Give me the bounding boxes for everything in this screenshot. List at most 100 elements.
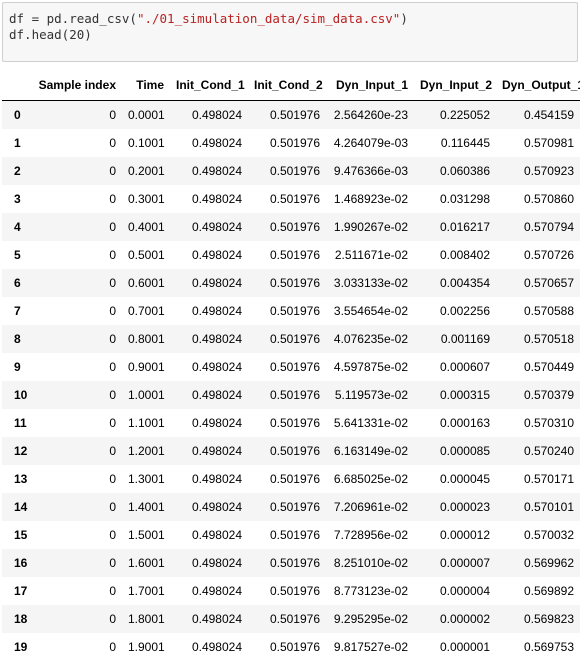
table-cell: 0.000315	[439, 388, 490, 402]
row-index: 18	[14, 612, 28, 626]
table-cell: 0.501976	[269, 276, 320, 290]
table-cell: 0.498024	[191, 248, 242, 262]
row-index: 16	[14, 556, 28, 570]
table-cell: 0.501976	[269, 444, 320, 458]
table-cell: 0.0001	[128, 108, 165, 122]
row-index: 7	[14, 304, 21, 318]
table-cell: 1.9001	[128, 640, 165, 654]
table-cell: 1.990267e-02	[333, 220, 408, 234]
table-cell: 9.817527e-02	[333, 640, 408, 654]
table-row: 12 0 1.2001 0.498024 0.501976 6.163149e-02 0.0…	[2, 437, 580, 465]
table-row: 5 0 0.5001 0.498024 0.501976 2.511671e-02 0.00…	[2, 241, 580, 269]
table-cell: 0	[109, 192, 116, 206]
table-cell: 4.076235e-02	[333, 332, 408, 346]
table-row: 11 0 1.1001 0.498024 0.501976 5.641331e-02 0.0…	[2, 409, 580, 437]
column-header: Init_Cond_2	[248, 70, 326, 101]
table-cell: 0.000001	[439, 640, 490, 654]
table-cell: 0.498024	[191, 192, 242, 206]
table-cell: 7.728956e-02	[333, 528, 408, 542]
table-cell: 0.570518	[523, 332, 574, 346]
table-row: 15 0 1.5001 0.498024 0.501976 7.728956e-02 0.0…	[2, 521, 580, 549]
table-cell: 0.498024	[191, 528, 242, 542]
table-cell: 0.000163	[439, 416, 490, 430]
row-index: 19	[14, 640, 28, 654]
table-cell: 0.000023	[439, 500, 490, 514]
table-cell: 0.2001	[128, 164, 165, 178]
index-column-header	[2, 70, 32, 101]
code-line-2: df.head(20)	[9, 27, 571, 43]
table-cell: 1.6001	[128, 556, 165, 570]
table-row: 18 0 1.8001 0.498024 0.501976 9.295295e-02 0.0…	[2, 605, 580, 633]
column-header: Time	[122, 70, 170, 101]
table-cell: 0.498024	[191, 612, 242, 626]
column-header: Sample index	[32, 70, 122, 101]
table-cell: 1.7001	[128, 584, 165, 598]
code-cell-input[interactable]: df = pd.read_csv("./01_simulation_data/s…	[2, 2, 578, 62]
table-cell: 0.569892	[523, 584, 574, 598]
table-cell: 0.570032	[523, 528, 574, 542]
table-cell: 2.564260e-23	[333, 108, 408, 122]
header-row: Sample index Time Init_Cond_1 Init_Cond_2 Dy…	[2, 70, 580, 101]
row-index: 8	[14, 332, 21, 346]
table-cell: 0.000012	[439, 528, 490, 542]
table-cell: 0.000045	[439, 472, 490, 486]
table-cell: 0.000002	[439, 612, 490, 626]
row-index: 0	[14, 108, 21, 122]
table-cell: 0.501976	[269, 248, 320, 262]
table-cell: 0	[109, 416, 116, 430]
table-cell: 0.498024	[191, 500, 242, 514]
table-cell: 0.570794	[523, 220, 574, 234]
row-index: 10	[14, 388, 28, 402]
table-cell: 0.501976	[269, 332, 320, 346]
table-cell: 0	[109, 276, 116, 290]
table-cell: 0.570449	[523, 360, 574, 374]
table-cell: 0.225052	[439, 108, 490, 122]
table-cell: 6.685025e-02	[333, 472, 408, 486]
table-cell: 0.501976	[269, 416, 320, 430]
table-cell: 0.4001	[128, 220, 165, 234]
table-cell: 0.000607	[439, 360, 490, 374]
table-cell: 9.476366e-03	[333, 164, 408, 178]
table-row: 19 0 1.9001 0.498024 0.501976 9.817527e-02 0.0…	[2, 633, 580, 661]
table-cell: 4.264079e-03	[333, 136, 408, 150]
table-row: 1 0 0.1001 0.498024 0.501976 4.264079e-03 0.11…	[2, 129, 580, 157]
table-cell: 0.004354	[439, 276, 490, 290]
table-cell: 0	[109, 472, 116, 486]
table-cell: 0	[109, 164, 116, 178]
table-row: 3 0 0.3001 0.498024 0.501976 1.468923e-02 0.03…	[2, 185, 580, 213]
table-cell: 0.454159	[523, 108, 574, 122]
table-cell: 1.3001	[128, 472, 165, 486]
table-cell: 1.2001	[128, 444, 165, 458]
row-index: 12	[14, 444, 28, 458]
table-cell: 0.498024	[191, 472, 242, 486]
table-row: 9 0 0.9001 0.498024 0.501976 4.597875e-02 0.00…	[2, 353, 580, 381]
table-cell: 0.569962	[523, 556, 574, 570]
table-cell: 1.4001	[128, 500, 165, 514]
table-cell: 9.295295e-02	[333, 612, 408, 626]
table-cell: 0.060386	[439, 164, 490, 178]
code-line-1: df = pd.read_csv("./01_simulation_data/s…	[9, 11, 571, 27]
row-index: 15	[14, 528, 28, 542]
table-cell: 0.570240	[523, 444, 574, 458]
table-cell: 1.1001	[128, 416, 165, 430]
table-cell: 0.570860	[523, 192, 574, 206]
table-cell: 0.501976	[269, 192, 320, 206]
row-index: 6	[14, 276, 21, 290]
table-row: 2 0 0.2001 0.498024 0.501976 9.476366e-03 0.06…	[2, 157, 580, 185]
table-cell: 0.498024	[191, 220, 242, 234]
table-cell: 0.7001	[128, 304, 165, 318]
code-line-1-post: )	[400, 11, 408, 26]
table-cell: 0.016217	[439, 220, 490, 234]
table-cell: 0.501976	[269, 528, 320, 542]
column-header: Dyn_Input_1	[326, 70, 414, 101]
table-cell: 0.498024	[191, 556, 242, 570]
table-cell: 0.498024	[191, 136, 242, 150]
table-cell: 0.498024	[191, 416, 242, 430]
table-cell: 0.570726	[523, 248, 574, 262]
table-cell: 3.554654e-02	[333, 304, 408, 318]
table-cell: 0	[109, 612, 116, 626]
table-cell: 0	[109, 556, 116, 570]
table-cell: 0	[109, 640, 116, 654]
table-cell: 0.498024	[191, 584, 242, 598]
column-header: Init_Cond_1	[170, 70, 248, 101]
